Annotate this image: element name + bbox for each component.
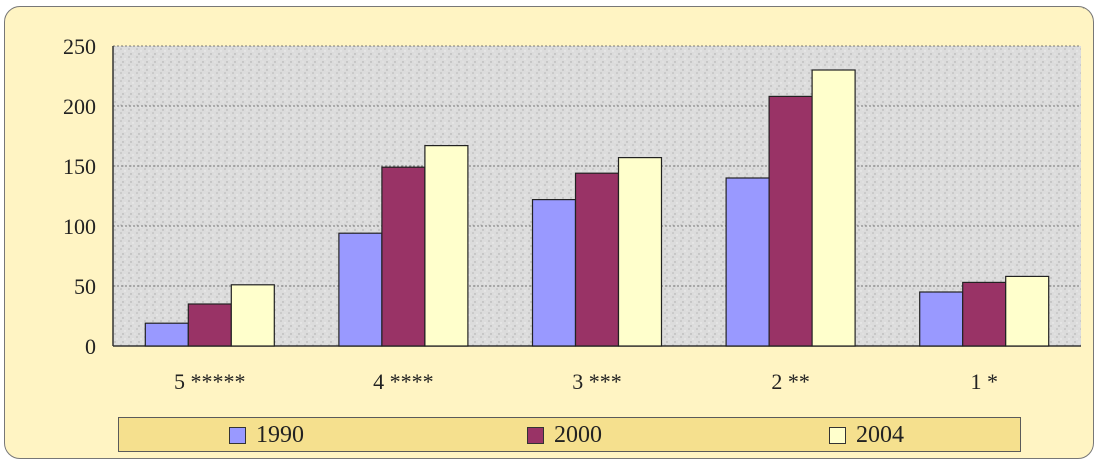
x-tick-label: 4 **** <box>373 369 434 394</box>
legend-item-2000: 2000 <box>527 421 602 449</box>
y-tick-label: 100 <box>63 214 96 239</box>
legend-label-2004: 2004 <box>856 421 904 448</box>
bar-2000-2 <box>381 166 426 347</box>
legend-swatch-2000 <box>527 426 544 444</box>
bar-2004-3 <box>617 157 663 347</box>
bar-2000-5 <box>962 281 1007 347</box>
bars <box>144 69 1050 347</box>
x-tick-label: 2 ** <box>771 369 810 394</box>
bar-2004-2 <box>424 145 469 347</box>
legend-label-1990: 1990 <box>256 421 304 448</box>
x-tick-label: 3 *** <box>572 369 622 394</box>
x-tick-labels: 5 ***** 4 **** 3 *** 2 ** 1 * <box>174 369 998 394</box>
y-tick-label: 200 <box>63 94 96 119</box>
legend-item-1990: 1990 <box>229 421 304 449</box>
bar-1990-4 <box>725 177 770 347</box>
y-tick-label: 250 <box>63 34 96 59</box>
x-tick-label: 5 ***** <box>174 369 246 394</box>
bar-2004-1 <box>230 284 275 347</box>
x-tick-label: 1 * <box>970 369 998 394</box>
legend-label-2000: 2000 <box>554 421 602 448</box>
bar-2000-3 <box>574 172 620 347</box>
legend-swatch-1990 <box>229 426 246 444</box>
bar-1990-1 <box>144 322 189 347</box>
bar-2004-5 <box>1005 275 1050 347</box>
y-tick-label: 150 <box>63 154 96 179</box>
y-tick-labels: 0 50 100 150 200 250 <box>63 34 96 359</box>
legend: 1990 2000 2004 <box>118 417 1021 452</box>
bar-1990-3 <box>531 199 577 347</box>
bar-2004-4 <box>811 69 856 347</box>
bar-2000-1 <box>187 303 232 347</box>
y-tick-label: 50 <box>74 274 96 299</box>
y-tick-label: 0 <box>85 334 96 359</box>
bar-1990-5 <box>919 291 964 347</box>
legend-item-2004: 2004 <box>829 421 904 449</box>
bar-1990-2 <box>338 232 383 347</box>
corner-mark: ” <box>1082 6 1087 16</box>
legend-swatch-2004 <box>829 426 846 444</box>
bar-2000-4 <box>768 95 813 347</box>
